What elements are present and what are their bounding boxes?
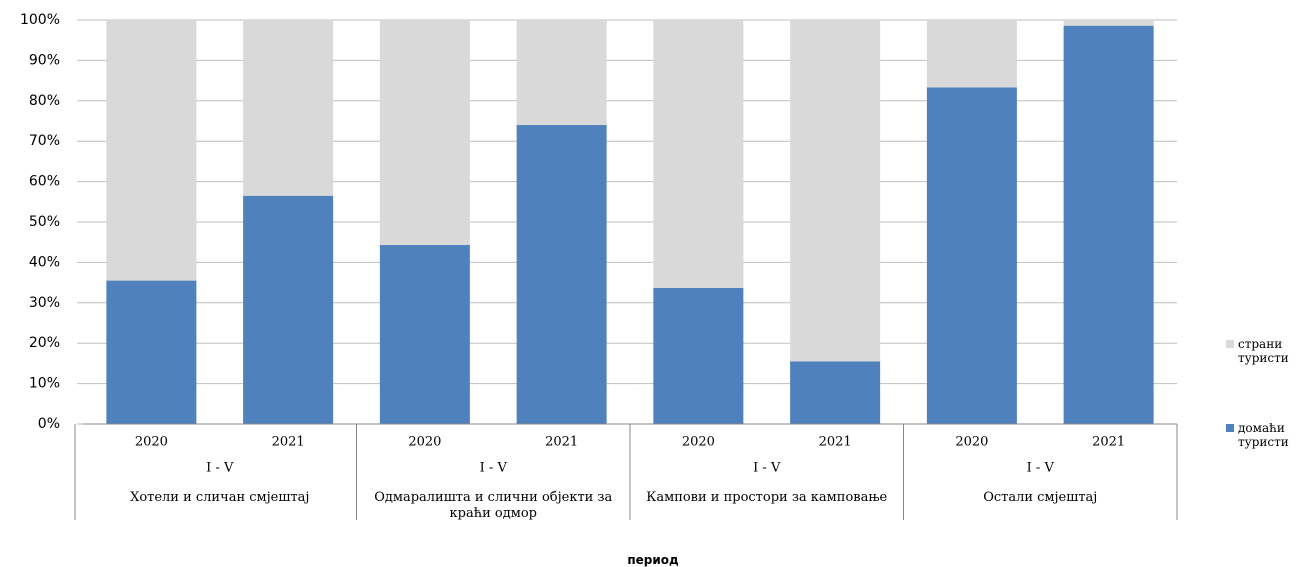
legend-entry: домаћи туристи <box>1226 421 1306 449</box>
group-label: Хотели и сличан смјештај <box>130 490 310 505</box>
bar-segment <box>926 87 1017 424</box>
x-tick-label: 2021 <box>545 435 578 450</box>
group-label: Кампови и простори за камповање <box>646 490 888 505</box>
bar-segment <box>653 20 744 288</box>
bar-segment <box>790 361 881 424</box>
bar-segment <box>379 245 470 424</box>
legend-swatch <box>1226 340 1234 348</box>
bar-segment <box>926 20 1017 88</box>
bar-segment <box>243 20 334 196</box>
group-label: Одмаралишта и слични објекти за краћи од… <box>374 490 613 521</box>
y-tick-label: 70% <box>29 133 60 149</box>
bar-segment <box>516 20 607 126</box>
bar-segment <box>1063 25 1154 424</box>
x-tick-label: 2020 <box>955 435 988 450</box>
period-label: I - V <box>206 461 234 476</box>
bar-segment <box>106 20 197 281</box>
y-tick-label: 50% <box>29 214 60 230</box>
bar-segment <box>516 125 607 424</box>
y-tick-label: 40% <box>29 254 60 270</box>
y-tick-label: 90% <box>29 52 60 68</box>
y-tick-label: 100% <box>20 12 60 28</box>
y-tick-label: 60% <box>29 174 60 190</box>
y-tick-label: 30% <box>29 295 60 311</box>
bar-segment <box>379 20 470 246</box>
period-label: I - V <box>480 461 508 476</box>
legend-swatch <box>1226 424 1234 432</box>
bar-segment <box>243 195 334 424</box>
period-label: I - V <box>753 461 781 476</box>
bar-segment <box>106 280 197 424</box>
period-label: I - V <box>1027 461 1055 476</box>
bar-segment <box>1063 20 1154 26</box>
x-tick-label: 2021 <box>272 435 305 450</box>
legend-entry: страни туристи <box>1226 337 1306 365</box>
y-tick-label: 80% <box>29 93 60 109</box>
y-tick-label: 20% <box>29 335 60 351</box>
bar-segment <box>790 20 881 362</box>
x-tick-label: 2020 <box>135 435 168 450</box>
x-tick-label: 2020 <box>682 435 715 450</box>
x-tick-label: 2020 <box>408 435 441 450</box>
x-axis-title: период <box>627 553 679 567</box>
group-label: Остали смјештај <box>983 490 1098 505</box>
x-tick-label: 2021 <box>1092 435 1125 450</box>
y-tick-label: 10% <box>29 376 60 392</box>
bar-segment <box>653 287 744 424</box>
x-tick-label: 2021 <box>819 435 852 450</box>
y-tick-label: 0% <box>38 416 60 432</box>
